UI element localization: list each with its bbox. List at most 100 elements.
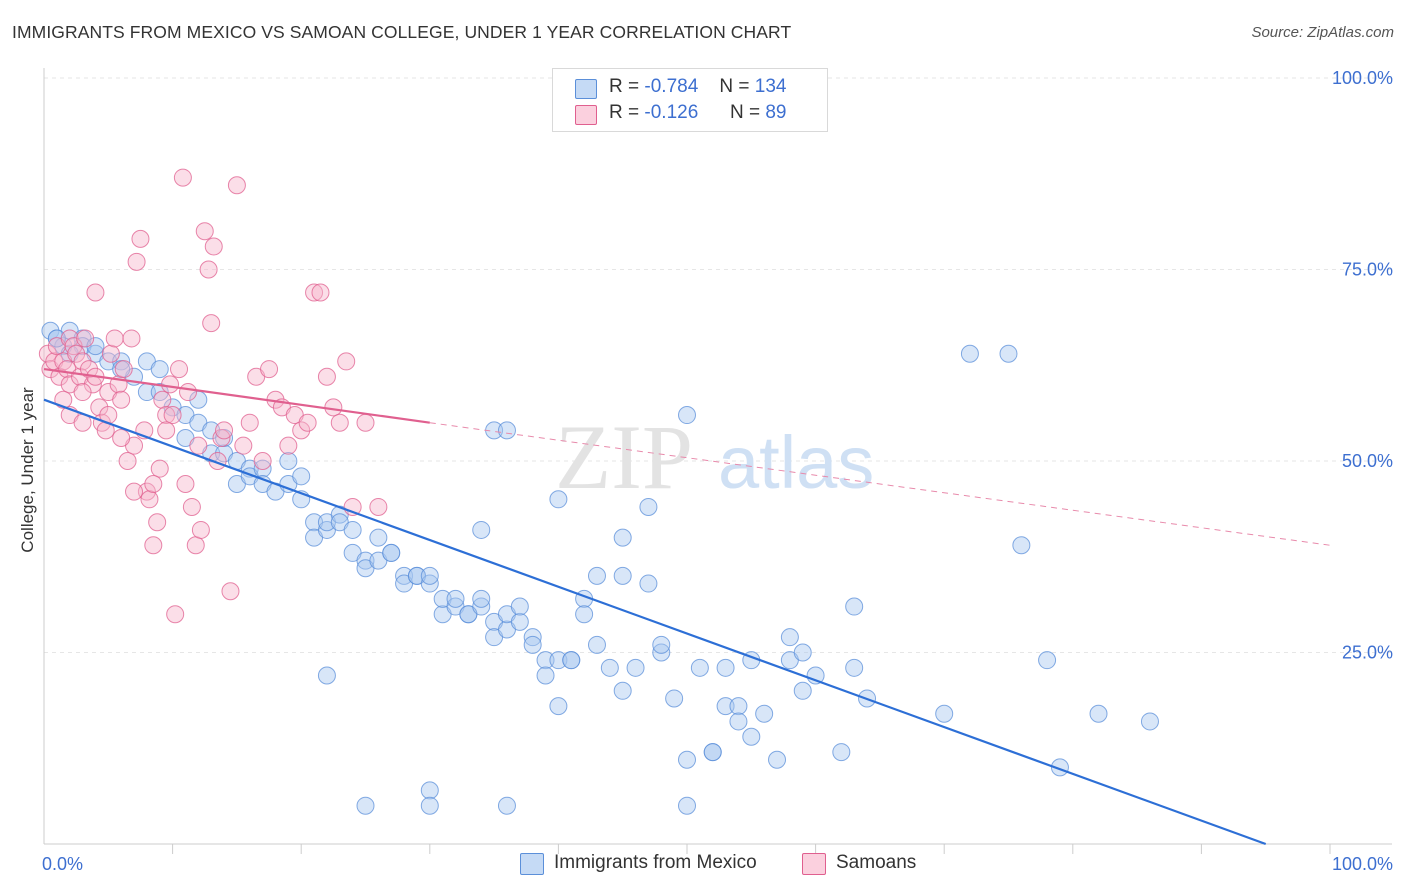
data-point (240, 413, 259, 432)
chart-title: IMMIGRANTS FROM MEXICO VS SAMOAN COLLEGE… (12, 22, 792, 42)
legend-r-value: -0.784 (644, 76, 699, 97)
data-point (652, 643, 671, 662)
data-point (170, 360, 189, 379)
data-point (793, 681, 812, 700)
axes (43, 68, 1392, 854)
data-point (189, 436, 208, 455)
data-point (41, 321, 60, 340)
data-point (497, 421, 516, 440)
data-point (523, 635, 542, 654)
data-point (832, 743, 851, 762)
series-mexico-points (41, 321, 1159, 815)
data-point (639, 574, 658, 593)
data-point (600, 658, 619, 677)
data-point (729, 697, 748, 716)
data-point (1089, 704, 1108, 723)
data-point (549, 490, 568, 509)
data-point (549, 651, 568, 670)
data-point (179, 383, 198, 402)
data-point (202, 314, 221, 333)
data-point (260, 360, 279, 379)
data-point (73, 352, 92, 371)
data-point (420, 796, 439, 815)
trend-lines (43, 367, 1331, 846)
data-point (80, 360, 99, 379)
data-point (536, 666, 555, 685)
data-point (356, 551, 375, 570)
data-point (182, 497, 201, 516)
data-point (311, 283, 330, 302)
data-point (186, 536, 205, 555)
data-point (369, 528, 388, 547)
data-point (716, 658, 735, 677)
data-point (199, 260, 218, 279)
data-point (317, 367, 336, 386)
data-point (253, 452, 272, 470)
data-point (166, 605, 185, 624)
data-point (131, 229, 150, 248)
data-point (420, 566, 439, 585)
watermark-atlas: atlas (718, 421, 874, 504)
data-point (587, 635, 606, 654)
data-point (148, 513, 167, 532)
y-tick-label: 75.0% (1342, 260, 1393, 280)
data-point (999, 344, 1018, 363)
data-point (47, 329, 66, 348)
data-point (144, 536, 163, 555)
correlation-legend: R = -0.784 N = 134 R = -0.126 N = 89 (552, 68, 828, 132)
data-point (221, 582, 240, 601)
data-point (420, 781, 439, 800)
data-point (67, 344, 86, 363)
data-point (317, 666, 336, 685)
data-point (613, 566, 632, 585)
data-point (112, 390, 131, 409)
source-label: Source: ZipAtlas.com (1251, 24, 1394, 41)
data-point (1038, 651, 1057, 670)
data-point (652, 635, 671, 654)
data-point (472, 589, 491, 608)
data-point (112, 429, 131, 448)
data-point (125, 482, 144, 501)
data-point (279, 436, 298, 455)
data-point (678, 796, 696, 815)
data-point (613, 681, 632, 700)
data-point (163, 406, 182, 425)
data-point (382, 543, 401, 562)
data-point (157, 421, 176, 440)
data-point (234, 436, 253, 455)
data-point (420, 574, 439, 593)
data-point (279, 452, 298, 470)
data-point (768, 750, 787, 769)
data-point (227, 176, 246, 195)
data-point (176, 474, 195, 493)
bottom-legend-label-samoans: Samoans (836, 852, 917, 873)
data-point (153, 390, 172, 409)
data-point (780, 628, 799, 647)
data-point (150, 459, 169, 478)
tick-labels: 25.0% 50.0% 75.0% 100.0% 0.0% 100.0% (42, 68, 1393, 874)
data-point (678, 406, 696, 425)
data-point (343, 520, 362, 539)
y-tick-label: 100.0% (1332, 68, 1393, 88)
data-point (292, 421, 311, 440)
data-point (613, 528, 632, 547)
data-point (729, 712, 748, 731)
data-point (472, 520, 491, 539)
data-point (587, 566, 606, 585)
data-point (690, 658, 709, 677)
data-point (337, 352, 356, 371)
data-point (549, 697, 568, 716)
data-point (395, 566, 414, 585)
data-point (73, 383, 92, 402)
data-point (118, 452, 137, 470)
legend-n-label: N = (719, 76, 750, 97)
y-axis-label: College, Under 1 year (18, 387, 37, 553)
grid (44, 77, 1392, 653)
data-point (793, 643, 812, 662)
data-point (703, 743, 722, 762)
data-point (356, 413, 375, 432)
data-point (191, 520, 210, 539)
data-point (105, 329, 124, 348)
legend-swatch-mexico (575, 79, 597, 99)
